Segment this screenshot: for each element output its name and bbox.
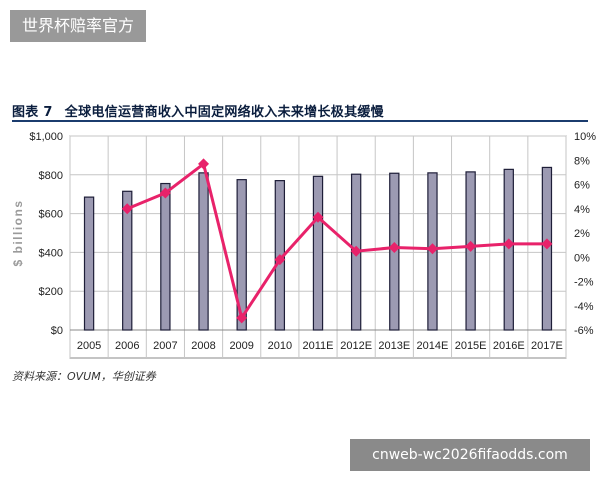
line-series	[121, 158, 553, 324]
y2-axis-labels: -6% -4% -2% 0% 2% 4% 6% 8% 10%	[574, 131, 596, 337]
line-point	[350, 245, 362, 257]
line-point	[388, 242, 400, 254]
x-tick-label: 2017E	[531, 340, 563, 352]
bar	[236, 179, 247, 331]
line-point	[541, 238, 553, 250]
y2-tick-label: 4%	[574, 204, 590, 216]
growth-line	[126, 162, 547, 320]
x-tick-label: 2013E	[378, 340, 410, 352]
x-tick-label: 2012E	[340, 340, 372, 352]
grid-lines	[69, 135, 567, 358]
figure-title: 图表 7 全球电信运营商收入中固定网络收入未来增长极其缓慢	[12, 101, 384, 120]
figure-title-text: 全球电信运营商收入中固定网络收入未来增长极其缓慢	[64, 105, 384, 120]
line-point	[198, 158, 210, 170]
y-tick-label: $1,000	[29, 131, 63, 143]
line-point	[121, 203, 133, 215]
y2-tick-label: -6%	[574, 325, 594, 337]
y2-tick-label: 6%	[574, 180, 590, 192]
x-tick-label: 2007	[153, 340, 177, 352]
x-tick-label: 2015E	[455, 340, 487, 352]
y-tick-label: $600	[39, 209, 63, 221]
y2-tick-label: -4%	[574, 301, 594, 313]
line-point	[426, 243, 438, 255]
line-point	[312, 211, 324, 223]
y-tick-label: $0	[51, 325, 63, 337]
y2-tick-label: -2%	[574, 277, 594, 289]
x-tick-label: 2009	[229, 340, 253, 352]
x-tick-label: 2005	[77, 340, 101, 352]
line-point	[236, 312, 248, 324]
line-point	[274, 254, 286, 266]
source-note: 资料来源：OVUM，华创证券	[12, 370, 156, 383]
bar	[503, 168, 514, 331]
x-tick-label: 2011E	[303, 340, 334, 352]
x-tick-label: 2014E	[417, 340, 449, 352]
y-tick-label: $400	[39, 247, 63, 259]
line-point	[159, 187, 171, 199]
watermark: cnweb-wc2026fifaodds.com	[350, 439, 590, 471]
site-badge: 世界杯赔率官方	[10, 10, 147, 42]
bar	[160, 182, 171, 331]
bar	[83, 196, 95, 331]
y2-tick-label: 8%	[574, 155, 590, 167]
y-tick-label: $200	[39, 286, 63, 298]
y2-tick-label: 2%	[574, 228, 590, 240]
x-tick-label: 2008	[191, 340, 215, 352]
y-axis-labels: $0 $200 $400 $600 $800 $1,000	[29, 131, 63, 337]
title-rule	[12, 120, 588, 122]
bar	[122, 190, 133, 331]
x-tick-label: 2010	[268, 340, 292, 352]
bar	[312, 175, 324, 331]
x-axis-labels: 2005 2006 2007 2008 2009 2010 2011E 2012E 2013E 2…	[77, 340, 563, 352]
line-point	[503, 238, 515, 250]
bar	[198, 172, 209, 331]
y2-tick-label: 10%	[574, 131, 596, 143]
x-tick-label: 2016E	[493, 340, 525, 352]
y-tick-label: $800	[39, 170, 63, 182]
line-point	[465, 240, 477, 252]
x-tick-label: 2006	[115, 340, 139, 352]
y-axis-title: $ billions	[11, 199, 25, 266]
figure-number: 图表 7	[12, 105, 53, 120]
y2-tick-label: 0%	[574, 252, 590, 264]
